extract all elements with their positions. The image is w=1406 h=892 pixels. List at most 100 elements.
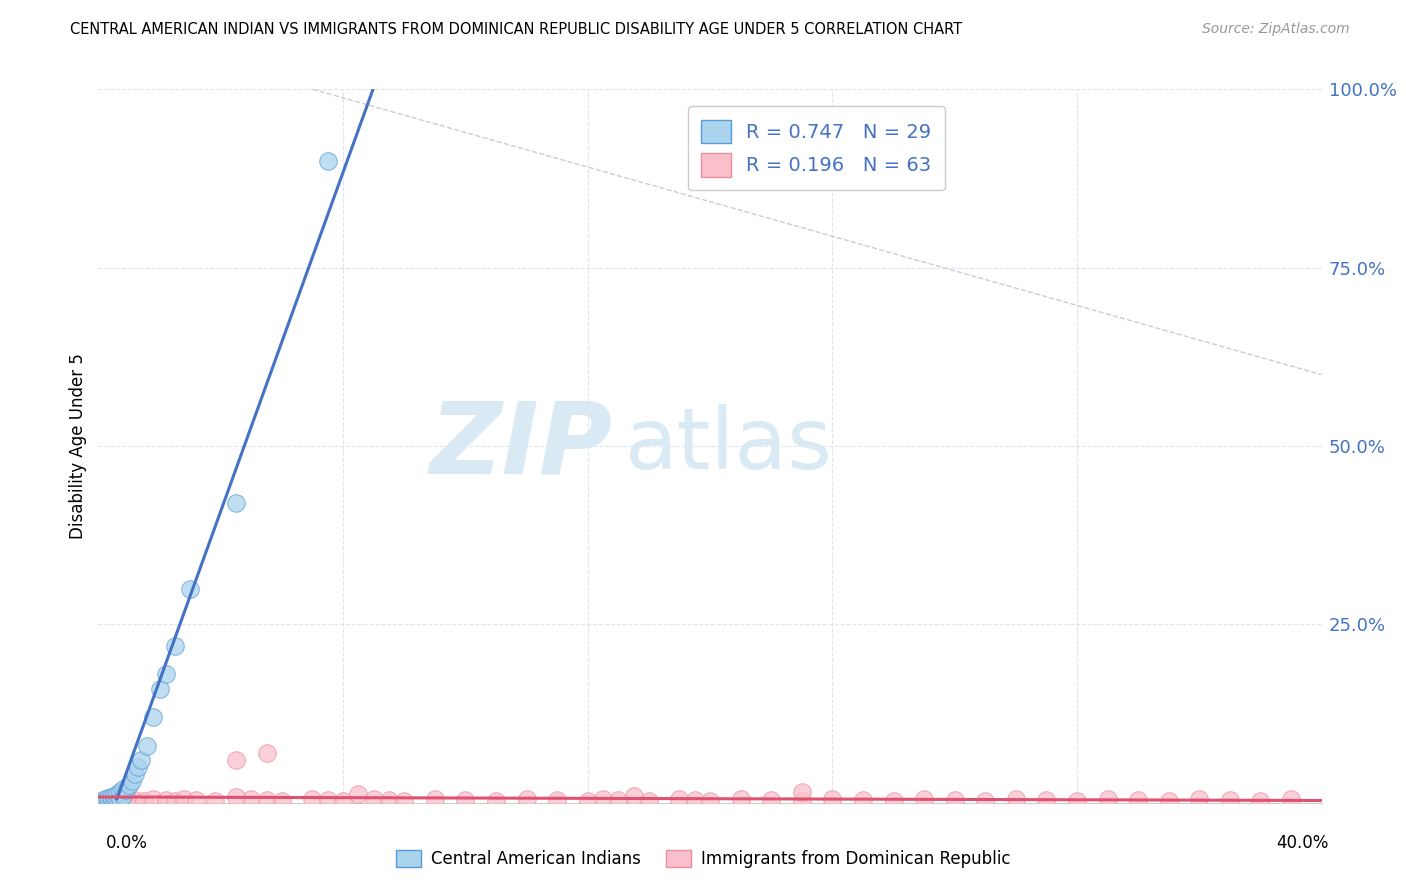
- Point: [974, 794, 997, 808]
- Point: [454, 793, 477, 807]
- Point: [173, 792, 195, 806]
- Point: [225, 753, 247, 767]
- Point: [943, 793, 966, 807]
- Point: [108, 792, 131, 806]
- Point: [607, 793, 630, 807]
- Point: [103, 793, 125, 807]
- Point: [115, 783, 138, 797]
- Point: [127, 760, 149, 774]
- Point: [142, 792, 165, 806]
- Point: [699, 794, 721, 808]
- Point: [683, 793, 706, 807]
- Point: [576, 794, 599, 808]
- Point: [1279, 792, 1302, 806]
- Point: [97, 794, 120, 808]
- Legend: R = 0.747   N = 29, R = 0.196   N = 63: R = 0.747 N = 29, R = 0.196 N = 63: [688, 106, 945, 191]
- Point: [347, 787, 370, 801]
- Point: [301, 792, 323, 806]
- Point: [623, 789, 645, 803]
- Point: [668, 792, 690, 806]
- Point: [516, 792, 538, 806]
- Point: [108, 792, 131, 806]
- Text: CENTRAL AMERICAN INDIAN VS IMMIGRANTS FROM DOMINICAN REPUBLIC DISABILITY AGE UND: CENTRAL AMERICAN INDIAN VS IMMIGRANTS FR…: [70, 22, 963, 37]
- Point: [316, 793, 339, 807]
- Point: [179, 582, 201, 596]
- Point: [1249, 794, 1271, 808]
- Text: Source: ZipAtlas.com: Source: ZipAtlas.com: [1202, 22, 1350, 37]
- Point: [790, 794, 813, 808]
- Point: [332, 794, 354, 808]
- Point: [118, 792, 141, 806]
- Point: [378, 793, 401, 807]
- Point: [90, 794, 112, 808]
- Point: [270, 794, 292, 808]
- Point: [256, 746, 278, 760]
- Point: [100, 790, 122, 805]
- Point: [97, 794, 120, 808]
- Point: [1157, 794, 1180, 808]
- Point: [363, 792, 385, 806]
- Text: 40.0%: 40.0%: [1277, 834, 1329, 852]
- Point: [111, 789, 134, 803]
- Point: [100, 792, 122, 806]
- Point: [1128, 793, 1150, 807]
- Point: [93, 793, 115, 807]
- Point: [546, 793, 568, 807]
- Point: [115, 794, 138, 808]
- Point: [149, 681, 172, 696]
- Text: atlas: atlas: [624, 404, 832, 488]
- Point: [1066, 794, 1088, 808]
- Point: [225, 496, 247, 510]
- Point: [136, 739, 159, 753]
- Point: [186, 793, 208, 807]
- Point: [852, 793, 875, 807]
- Point: [316, 153, 339, 168]
- Point: [155, 793, 177, 807]
- Point: [105, 794, 128, 808]
- Text: ZIP: ZIP: [429, 398, 612, 494]
- Point: [204, 794, 226, 808]
- Point: [93, 791, 115, 805]
- Point: [883, 794, 905, 808]
- Point: [163, 639, 186, 653]
- Point: [1097, 792, 1119, 806]
- Point: [240, 792, 263, 806]
- Point: [105, 787, 128, 801]
- Point: [163, 794, 186, 808]
- Point: [592, 792, 614, 806]
- Point: [129, 753, 152, 767]
- Point: [105, 791, 128, 805]
- Point: [97, 790, 120, 805]
- Point: [93, 793, 115, 807]
- Point: [155, 667, 177, 681]
- Point: [790, 785, 813, 799]
- Point: [423, 792, 446, 806]
- Point: [124, 767, 146, 781]
- Point: [103, 789, 125, 803]
- Point: [821, 792, 844, 806]
- Point: [111, 781, 134, 796]
- Legend: Central American Indians, Immigrants from Dominican Republic: Central American Indians, Immigrants fro…: [389, 843, 1017, 875]
- Point: [134, 794, 156, 808]
- Point: [637, 794, 661, 808]
- Point: [256, 793, 278, 807]
- Point: [1004, 792, 1026, 806]
- Point: [225, 790, 247, 805]
- Point: [485, 794, 508, 808]
- Point: [142, 710, 165, 724]
- Point: [730, 792, 752, 806]
- Point: [759, 793, 782, 807]
- Y-axis label: Disability Age Under 5: Disability Age Under 5: [69, 353, 87, 539]
- Point: [121, 774, 143, 789]
- Point: [1219, 793, 1241, 807]
- Point: [1188, 792, 1211, 806]
- Point: [111, 793, 134, 807]
- Text: 0.0%: 0.0%: [105, 834, 148, 852]
- Point: [912, 792, 935, 806]
- Point: [124, 793, 146, 807]
- Point: [118, 778, 141, 792]
- Point: [1035, 793, 1057, 807]
- Point: [108, 785, 131, 799]
- Point: [392, 794, 416, 808]
- Point: [103, 793, 125, 807]
